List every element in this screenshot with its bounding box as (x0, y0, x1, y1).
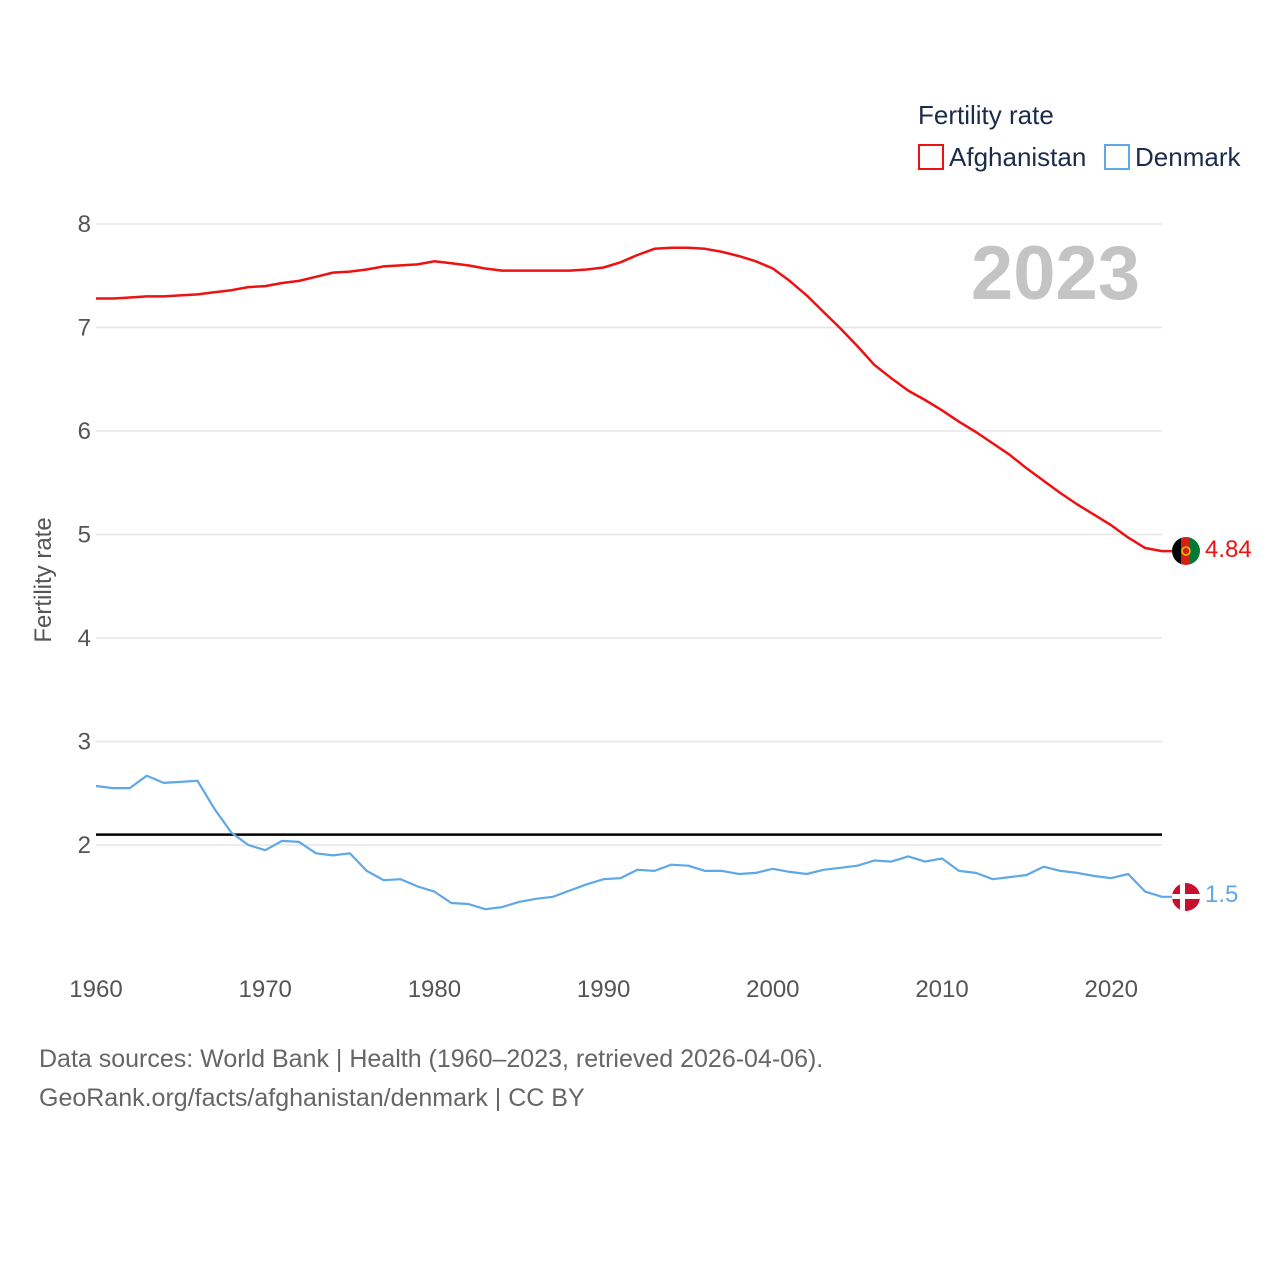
legend: Fertility rate Afghanistan Denmark (918, 100, 1241, 172)
legend-label-afghanistan: Afghanistan (949, 142, 1086, 172)
x-tick-label-1990: 1990 (577, 976, 630, 1003)
x-axis-ticks: 1960 1970 1980 1990 2000 2010 2020 (69, 976, 1138, 1003)
legend-title: Fertility rate (918, 100, 1054, 130)
afghanistan-end-value: 4.84 (1205, 536, 1252, 563)
footer-sources: Data sources: World Bank | Health (1960–… (39, 1045, 824, 1073)
denmark-flag-icon (1172, 883, 1200, 911)
x-tick-label-1960: 1960 (69, 976, 122, 1003)
x-tick-label-2000: 2000 (746, 976, 799, 1003)
footer-attribution[interactable]: GeoRank.org/facts/afghanistan/denmark | … (39, 1084, 585, 1112)
y-tick-label-8: 8 (78, 211, 91, 238)
series-line-afghanistan[interactable] (96, 246, 1174, 553)
legend-label-denmark: Denmark (1135, 142, 1241, 172)
y-tick-label-3: 3 (78, 729, 91, 756)
x-tick-label-1970: 1970 (239, 976, 292, 1003)
y-tick-label-5: 5 (78, 522, 91, 549)
denmark-end-value: 1.5 (1205, 881, 1238, 908)
legend-swatch-denmark (1104, 144, 1130, 170)
grid-lines (96, 223, 1162, 846)
y-axis-ticks: 2 3 4 5 6 7 8 (78, 211, 91, 859)
legend-item-afghanistan[interactable]: Afghanistan (918, 142, 1086, 172)
series-line-denmark[interactable] (95, 774, 1174, 911)
y-tick-label-7: 7 (78, 315, 91, 342)
legend-swatch-afghanistan (918, 144, 944, 170)
y-axis-title: Fertility rate (30, 517, 57, 642)
afghanistan-flag-icon (1172, 537, 1200, 565)
y-tick-label-2: 2 (78, 832, 91, 859)
series-lines (95, 246, 1174, 911)
y-tick-label-4: 4 (78, 625, 91, 652)
y-tick-label-6: 6 (78, 418, 91, 445)
x-tick-label-1980: 1980 (408, 976, 461, 1003)
current-year-label: 2023 (971, 231, 1140, 316)
x-tick-label-2010: 2010 (915, 976, 968, 1003)
legend-item-denmark[interactable]: Denmark (1104, 142, 1241, 172)
x-tick-label-2020: 2020 (1085, 976, 1138, 1003)
